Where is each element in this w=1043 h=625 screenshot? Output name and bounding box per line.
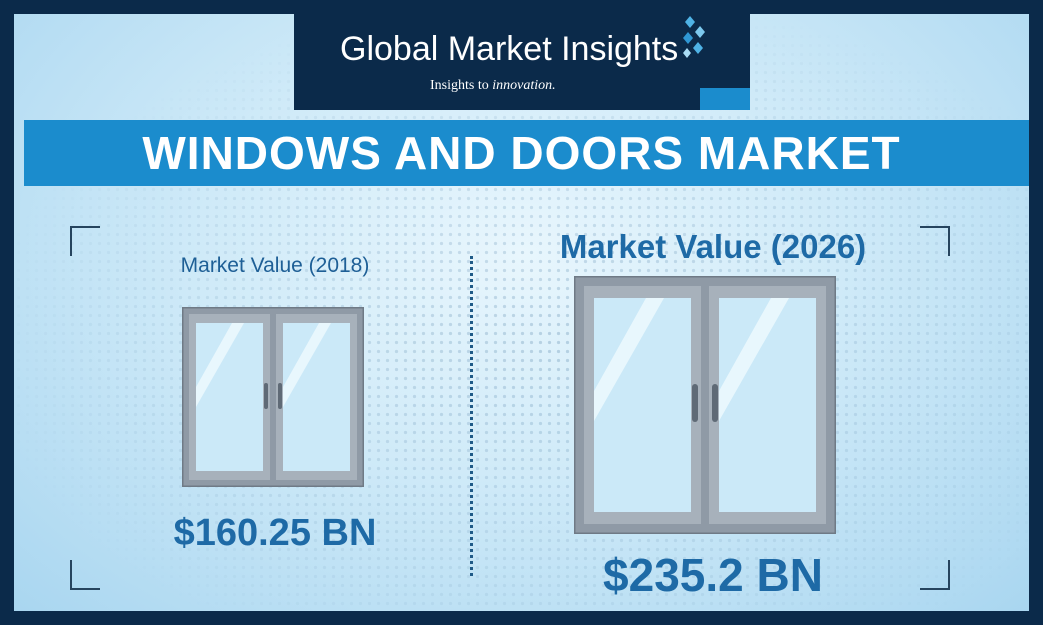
tagline-emphasis: innovation. <box>492 78 556 93</box>
title-banner <box>24 120 1029 186</box>
brand-diamonds-icon <box>683 16 705 58</box>
logo-panel <box>294 0 750 110</box>
door-icon <box>574 276 836 534</box>
corner-top-left <box>70 226 100 256</box>
page-title: WINDOWS AND DOORS MARKET <box>142 127 901 179</box>
corner-bottom-left <box>70 560 100 590</box>
door-icon <box>182 307 364 487</box>
corner-top-right <box>920 226 950 256</box>
brand-name: Global Market Insights <box>340 30 679 68</box>
logo-accent <box>700 88 750 110</box>
market-value-2026: $235.2 BN <box>603 549 823 601</box>
market-value-2018: $160.25 BN <box>173 512 377 554</box>
market-value-2018-label: Market Value (2018) <box>180 254 370 277</box>
corner-bottom-right <box>920 560 950 590</box>
tagline-prefix: Insights to <box>430 78 489 93</box>
market-value-2026-label: Market Value (2026) <box>559 228 867 265</box>
infographic-background <box>14 14 1029 611</box>
panel-divider <box>470 256 473 576</box>
brand-tagline: Insights to innovation. <box>430 78 556 94</box>
